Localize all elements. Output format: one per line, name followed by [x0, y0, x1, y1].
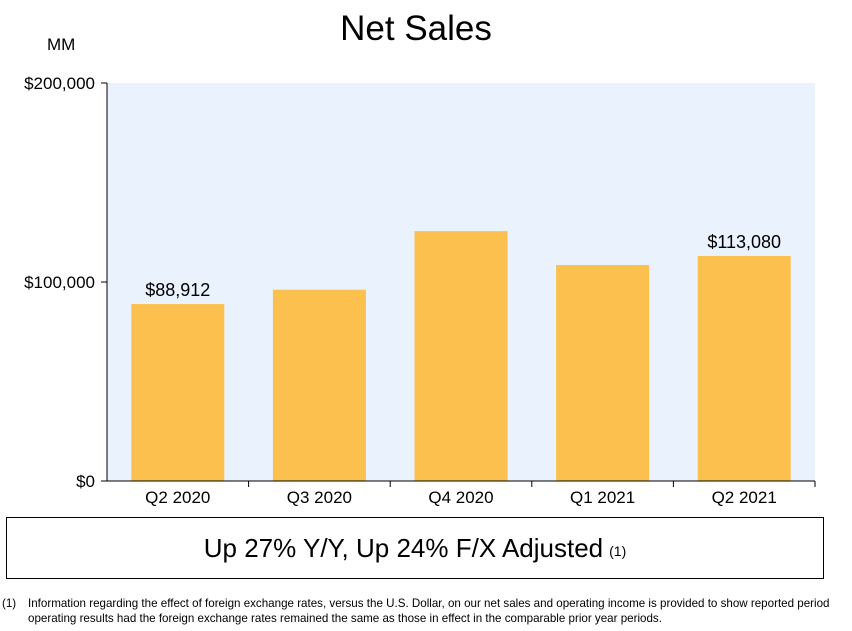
footnote-text: Information regarding the effect of fore…	[28, 597, 830, 625]
y-tick-label: $100,000	[24, 273, 95, 292]
data-label: $88,912	[145, 280, 210, 300]
bar	[131, 304, 225, 481]
x-tick-label: Q4 2020	[428, 488, 493, 507]
x-tick-label: Q3 2020	[287, 488, 352, 507]
bar	[556, 265, 650, 481]
footnote: (1) Information regarding the effect of …	[2, 596, 850, 626]
x-tick-label: Q1 2021	[570, 488, 635, 507]
net-sales-chart: Net Sales MM $88,912$113,080 $0$100,000$…	[24, 9, 816, 507]
x-tick-label: Q2 2021	[712, 488, 777, 507]
y-tick-label: $200,000	[24, 74, 95, 93]
bar	[697, 255, 791, 481]
footnote-number: (1)	[2, 597, 17, 610]
growth-callout-text: Up 27% Y/Y, Up 24% F/X Adjusted	[203, 532, 604, 563]
growth-callout-box: Up 27% Y/Y, Up 24% F/X Adjusted (1)	[6, 517, 824, 579]
chart-title: Net Sales	[340, 9, 492, 48]
footnote-reference: (1)	[609, 543, 627, 559]
data-labels-group: $88,912 $113,080	[145, 232, 781, 300]
unit-label: MM	[47, 35, 75, 54]
bars-group	[131, 231, 791, 481]
y-ticks-group: $0 $100,000 $200,000	[24, 74, 107, 491]
bar	[414, 231, 508, 481]
data-label: $113,080	[707, 232, 781, 252]
bar	[272, 289, 366, 481]
x-ticks-group: Q2 2020 Q3 2020 Q4 2020 Q1 2021 Q2 2021	[145, 481, 816, 507]
y-tick-label: $0	[76, 472, 95, 491]
x-tick-label: Q2 2020	[145, 488, 210, 507]
